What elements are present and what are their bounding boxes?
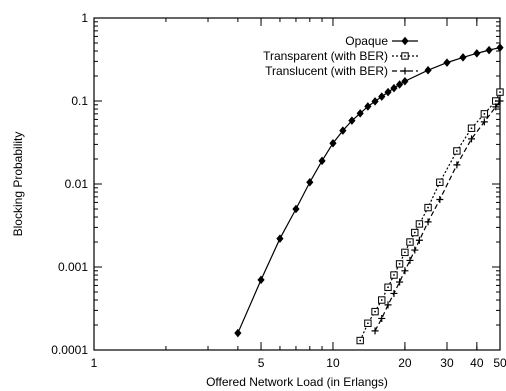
data-point	[424, 218, 432, 226]
data-point	[292, 204, 300, 214]
x-tick-label: 1	[91, 356, 98, 370]
series-line-0	[237, 47, 501, 334]
data-point-dot	[366, 322, 369, 325]
y-tick-label: 0.1	[71, 94, 88, 108]
data-point-dot	[418, 223, 421, 225]
y-tick-label: 0.0001	[51, 343, 88, 357]
series-1	[356, 88, 504, 345]
data-point	[485, 45, 493, 55]
data-point	[473, 49, 481, 58]
data-point	[395, 80, 404, 89]
legend-marker	[401, 67, 409, 75]
data-point	[339, 126, 347, 135]
data-point	[453, 161, 461, 169]
data-point	[384, 87, 392, 97]
y-tick-label: 1	[81, 11, 88, 25]
data-point	[378, 314, 386, 322]
data-point	[390, 83, 398, 93]
data-point	[356, 109, 364, 118]
data-point-dot	[374, 310, 376, 313]
data-point	[348, 116, 356, 125]
data-point	[364, 102, 372, 111]
data-point	[401, 267, 409, 275]
data-point	[401, 76, 409, 86]
data-point	[371, 327, 379, 335]
x-tick-label: 50	[493, 356, 506, 370]
series-0	[234, 43, 504, 338]
data-point	[459, 53, 467, 62]
data-point	[411, 246, 419, 254]
series-line-2	[374, 100, 501, 332]
data-point	[257, 275, 265, 285]
data-point	[318, 156, 326, 166]
data-point	[496, 43, 504, 52]
y-axis-label: Blocking Probability	[11, 132, 25, 237]
data-point	[496, 97, 504, 105]
data-point-dot	[404, 251, 406, 254]
data-point-dot	[483, 112, 486, 115]
data-point-dot	[438, 181, 441, 184]
data-point	[468, 135, 476, 143]
data-point-dot	[455, 150, 458, 152]
data-point	[443, 58, 451, 67]
legend-label: Transparent (with BER)	[263, 49, 388, 63]
data-point-dot	[380, 299, 383, 301]
data-point	[396, 278, 404, 286]
data-point-dot	[387, 286, 389, 289]
legend-marker-dot	[404, 55, 406, 57]
data-point-dot	[413, 231, 416, 234]
legend-marker	[401, 36, 409, 46]
data-point	[480, 118, 488, 126]
legend-label: Translucent (with BER)	[265, 64, 388, 78]
data-point	[492, 103, 500, 111]
data-point	[406, 256, 414, 264]
y-tick-label: 0.01	[65, 177, 89, 191]
legend-label: Opaque	[345, 34, 388, 48]
data-point-dot	[427, 206, 429, 209]
series-lines	[234, 43, 504, 345]
x-tick-label: 30	[440, 356, 454, 370]
data-point	[415, 236, 423, 244]
data-point	[424, 65, 432, 75]
series-2	[371, 97, 504, 335]
data-point-dot	[359, 339, 362, 342]
data-point	[384, 301, 392, 309]
data-point	[390, 289, 398, 297]
data-point	[234, 328, 242, 338]
data-point-dot	[409, 241, 411, 243]
data-point	[378, 92, 386, 101]
x-tick-label: 40	[470, 356, 484, 370]
data-point	[329, 138, 337, 148]
data-point-dot	[393, 274, 395, 276]
data-point-dot	[494, 100, 497, 102]
data-point	[436, 196, 444, 204]
data-point	[371, 97, 379, 106]
data-point	[276, 234, 284, 243]
data-point-dot	[398, 262, 401, 265]
x-axis-label: Offered Network Load (in Erlangs)	[206, 375, 388, 389]
x-tick-label: 10	[326, 356, 340, 370]
x-tick-label: 20	[398, 356, 412, 370]
data-point	[306, 177, 314, 187]
x-tick-label: 5	[258, 356, 265, 370]
data-point-dot	[470, 127, 473, 130]
data-point-dot	[499, 91, 501, 94]
y-tick-label: 0.001	[58, 260, 88, 274]
